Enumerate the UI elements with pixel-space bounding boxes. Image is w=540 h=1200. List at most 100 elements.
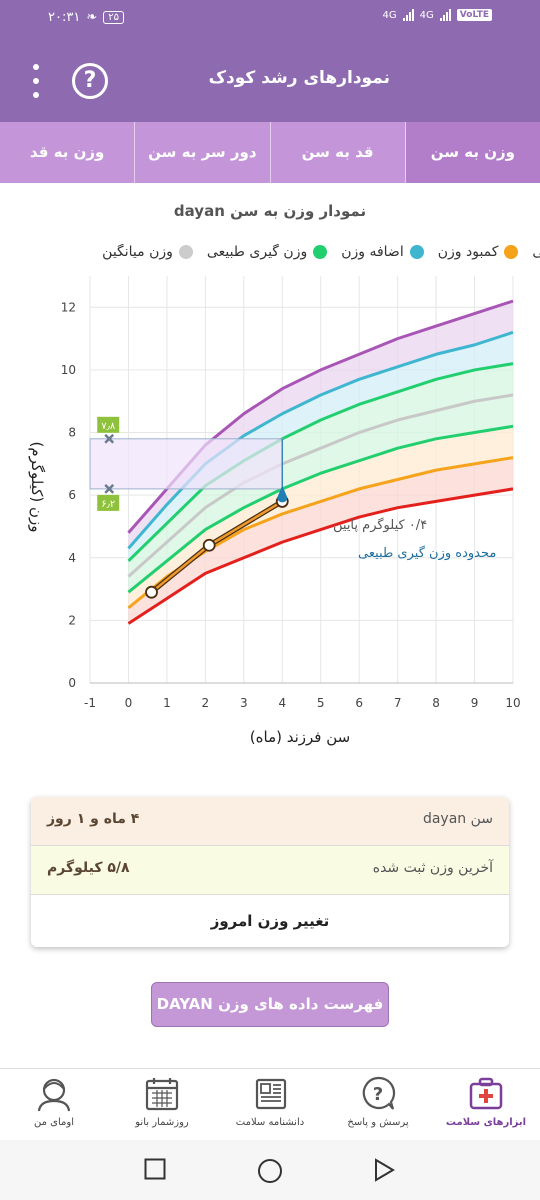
legend-item-normal: وزن گیری طبیعی — [206, 244, 328, 260]
recent-apps-icon[interactable] — [144, 1158, 166, 1180]
series-line — [127, 362, 514, 562]
range-badge-label-max: ۷٫۸ — [101, 421, 116, 432]
y-tick-label: 6 — [68, 488, 76, 502]
weight-label: آخرین وزن ثبت شده — [372, 860, 493, 876]
chart-band — [128, 332, 514, 561]
series-line — [127, 487, 514, 625]
nav-label: دانشنامه سلامت — [235, 1117, 305, 1128]
network-label-2: 4G — [419, 9, 434, 21]
tab-weight-for-age[interactable]: وزن به سن — [404, 122, 540, 183]
range-badge-max — [97, 416, 120, 433]
legend-item-overweight-strong: نی — [532, 244, 540, 260]
chart-band — [128, 426, 514, 608]
series-line — [127, 424, 514, 594]
x-tick-label: 4 — [278, 696, 286, 710]
age-row: سن dayan ۴ ماه و ۱ روز — [31, 797, 509, 846]
nav-label: اومای من — [34, 1117, 74, 1128]
legend-item-overweight: اضافه وزن — [341, 244, 424, 260]
battery-indicator: ۲۵ — [103, 11, 124, 24]
y-tick-label: 0 — [68, 676, 76, 690]
legend-label: وزن گیری طبیعی — [206, 244, 308, 260]
nav-label: ابزارهای سلامت — [445, 1117, 527, 1128]
x-tick-label: 9 — [471, 696, 479, 710]
back-icon[interactable] — [372, 1158, 396, 1182]
nav-calendar[interactable]: روزشمار بانو — [108, 1069, 216, 1140]
child-point — [202, 538, 216, 552]
nav-profile[interactable]: اومای من — [0, 1069, 108, 1140]
user-avatar-icon — [37, 1078, 71, 1112]
series-line — [127, 393, 514, 578]
nav-label: پرسش و پاسخ — [347, 1117, 409, 1128]
range-marker-min — [104, 484, 115, 494]
legend-dot — [313, 245, 328, 259]
annotation-normal-range: محدوده وزن گیری طبیعی — [358, 545, 496, 561]
x-tick-label: 3 — [240, 696, 248, 710]
more-vertical-icon[interactable] — [32, 64, 40, 98]
legend-label: نی — [532, 244, 540, 260]
chart-band — [128, 457, 514, 624]
weight-list-button[interactable]: فهرست داده های وزن DAYAN — [151, 982, 389, 1027]
clock: ۲۰:۳۱ — [48, 10, 81, 25]
age-value: ۴ ماه و ۱ روز — [47, 811, 140, 827]
signal-icon — [402, 9, 414, 21]
x-axis-title: سن فرزند (ماه) — [249, 728, 351, 746]
legend-dot — [504, 245, 519, 259]
nav-encyclopedia[interactable]: دانشنامه سلامت — [216, 1069, 324, 1140]
x-tick-label: 10 — [505, 696, 520, 710]
calendar-icon — [145, 1078, 179, 1111]
network-label-1: 4G — [382, 9, 397, 21]
volte-badge: VoLTE — [456, 9, 492, 21]
chart-band — [128, 363, 514, 577]
legend-label: وزن میانگین — [102, 244, 173, 260]
change-weight-button[interactable]: تغییر وزن امروز — [210, 912, 330, 930]
tab-head-for-age[interactable]: دور سر به سن — [134, 122, 269, 183]
chart-band — [128, 301, 514, 549]
x-tick-label: 0 — [125, 696, 133, 710]
legend-label: کمبود وزن — [437, 244, 499, 260]
tab-height-for-age[interactable]: قد به سن — [269, 122, 405, 183]
x-tick-label: 1 — [163, 696, 171, 710]
x-tick-label: -1 — [84, 696, 96, 710]
y-tick-label: 10 — [61, 363, 76, 377]
y-tick-label: 8 — [68, 426, 76, 440]
question-bubble-icon: ? — [362, 1076, 396, 1110]
legend-item-average: وزن میانگین — [102, 244, 193, 260]
page-title: نمودارهای رشد کودک — [208, 68, 390, 88]
chart-band — [128, 394, 514, 593]
home-icon[interactable] — [257, 1158, 283, 1184]
child-point — [145, 585, 158, 599]
leaf-icon: ❧ — [86, 10, 98, 25]
tab-weight-for-height[interactable]: وزن به قد — [29, 143, 105, 161]
question-circle-icon[interactable]: ? — [72, 63, 108, 99]
health-kit-icon — [469, 1077, 503, 1110]
latest-point-marker-icon — [277, 485, 288, 503]
newspaper-icon — [255, 1078, 287, 1110]
x-tick-label: 2 — [202, 696, 210, 710]
y-axis-title: وزن (کیلوگرم) — [28, 441, 46, 533]
range-badge-label-min: ۶٫۲ — [101, 499, 115, 510]
bottom-nav: ابزارهای سلامت ? پرسش و پاسخ دانشنامه سل… — [0, 1068, 540, 1140]
y-axis-title-box: وزن (کیلوگرم) — [22, 430, 48, 550]
x-tick-label: 8 — [432, 696, 440, 710]
legend-dot — [178, 245, 193, 259]
normal-range-box — [89, 438, 283, 490]
nav-health-tools[interactable]: ابزارهای سلامت — [432, 1069, 540, 1140]
age-label: سن dayan — [422, 811, 493, 827]
signal-icon-2 — [439, 9, 451, 21]
y-tick-label: 2 — [68, 613, 76, 627]
weight-value: ۵/۸ کیلوگرم — [47, 860, 130, 876]
y-tick-label: 4 — [68, 551, 76, 565]
nav-questions[interactable]: ? پرسش و پاسخ — [324, 1069, 432, 1140]
legend-dot — [409, 245, 424, 259]
legend-item-underweight: کمبود وزن — [438, 244, 519, 260]
chart-title: نمودار وزن به سن dayan — [173, 202, 367, 220]
y-tick-label: 12 — [61, 300, 76, 314]
info-card: سن dayan ۴ ماه و ۱ روز آخرین وزن ثبت شده… — [31, 797, 509, 947]
svg-text:?: ? — [373, 1084, 383, 1105]
weight-row: آخرین وزن ثبت شده ۵/۸ کیلوگرم — [31, 846, 509, 895]
range-badge-min — [97, 494, 120, 511]
x-tick-label: 7 — [394, 696, 402, 710]
tab-bar: وزن به سن قد به سن دور سر به سن وزن به ق… — [0, 122, 540, 183]
